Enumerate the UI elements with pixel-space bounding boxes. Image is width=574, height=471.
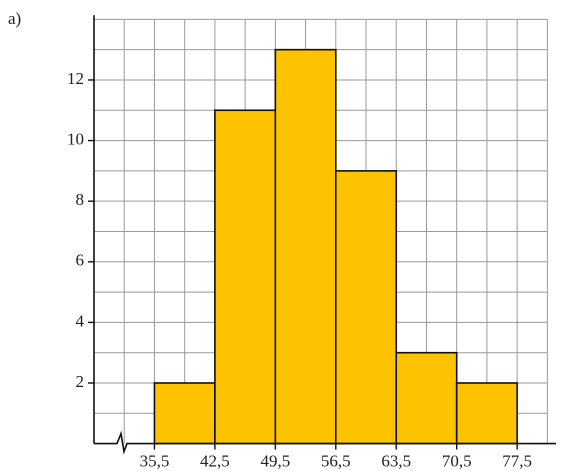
bar: [395, 351, 458, 445]
x-tick-label: 77,5: [502, 452, 532, 471]
bar: [214, 109, 277, 445]
y-tick-label: 4: [76, 311, 85, 330]
x-tick-label: 42,5: [200, 452, 230, 471]
x-tick-label: 70,5: [442, 452, 472, 471]
x-tick-label: 49,5: [260, 452, 290, 471]
bar: [455, 382, 518, 445]
axes: 2 4 6 8 10 12 35,5 42,5 49,5 56,5 63,5 70,5 77,5: [67, 15, 556, 471]
y-tick-label: 12: [67, 69, 84, 88]
y-tick-label: 8: [76, 190, 85, 209]
y-tick-label: 10: [67, 129, 84, 148]
bar: [274, 48, 337, 445]
bar: [153, 382, 216, 445]
x-axis: [94, 430, 556, 455]
x-tick-label: 56,5: [321, 452, 351, 471]
bars: [153, 48, 518, 445]
chart-label: a): [8, 9, 21, 28]
bar: [334, 170, 398, 445]
x-tick-label: 35,5: [140, 452, 170, 471]
y-tick-label: 2: [76, 372, 85, 391]
y-tick-label: 6: [76, 251, 85, 270]
x-tick-label: 63,5: [381, 452, 411, 471]
